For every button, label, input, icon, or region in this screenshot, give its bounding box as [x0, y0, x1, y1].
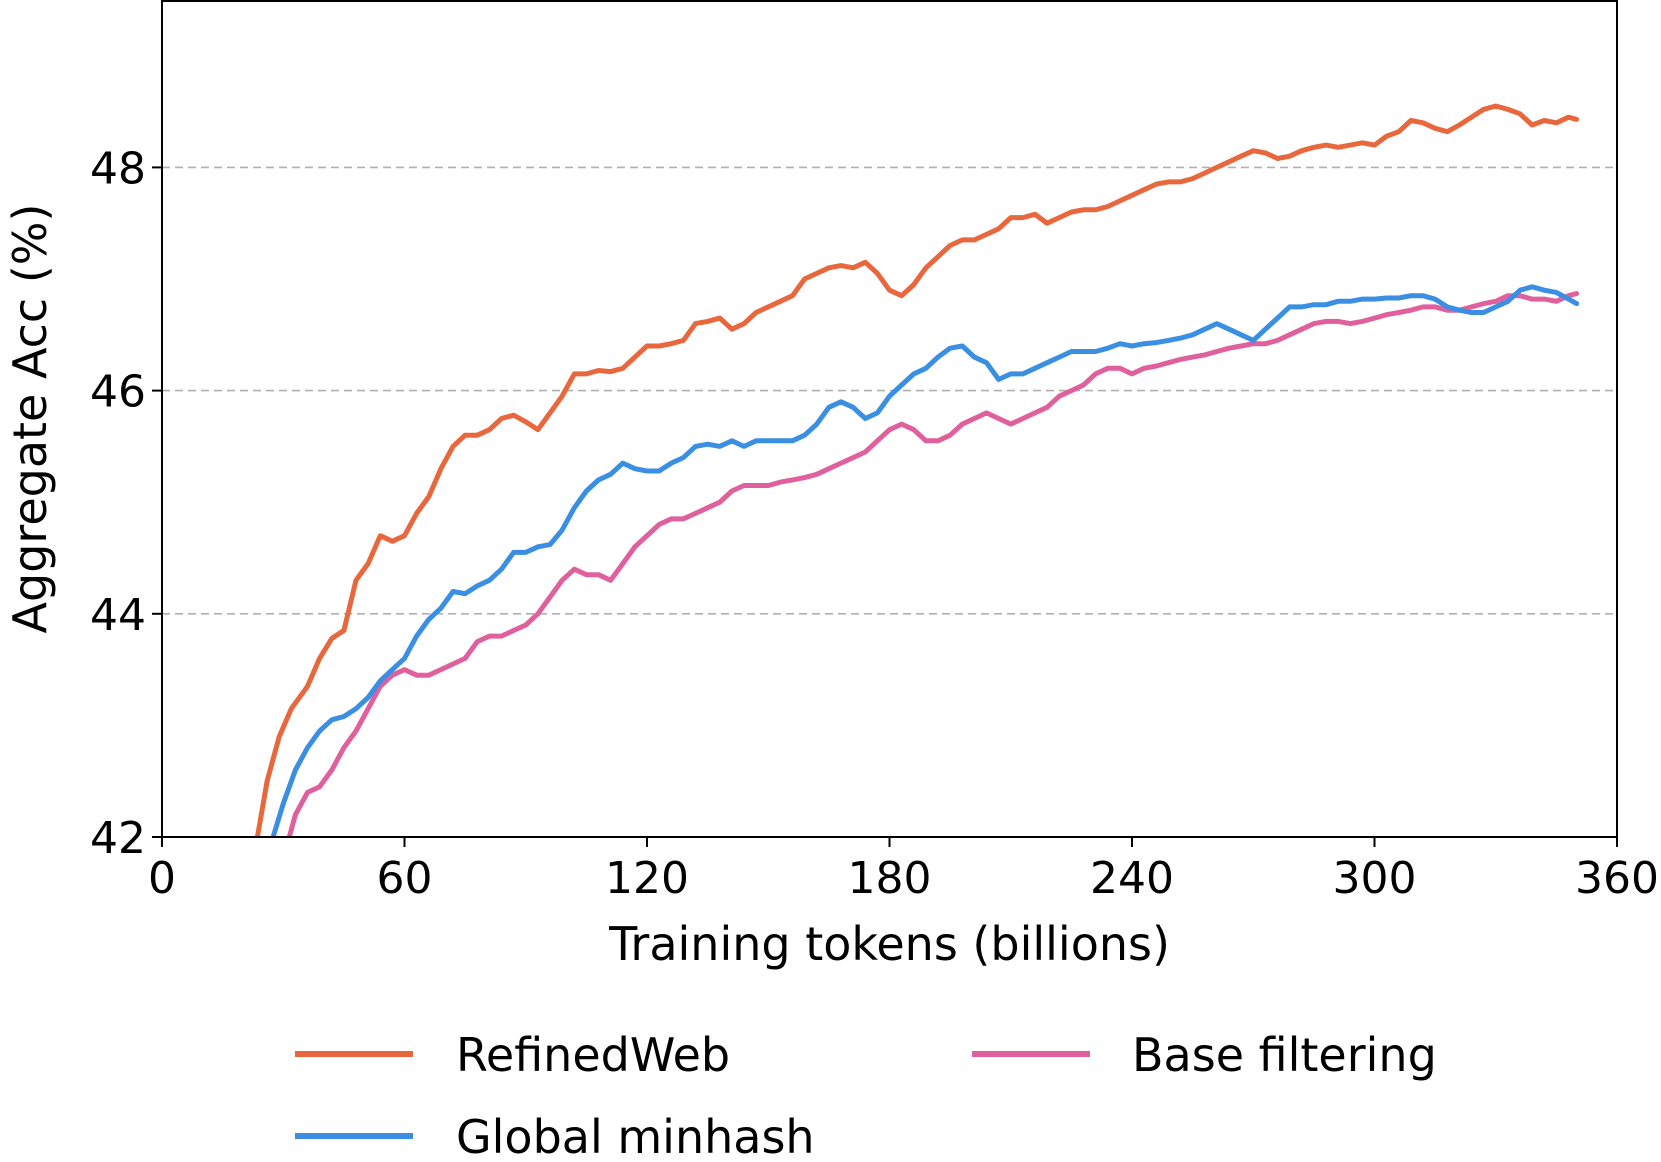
y-axis-label: Aggregate Acc (%): [3, 204, 57, 634]
x-tick-label: 180: [848, 853, 932, 904]
x-axis-label: Training tokens (billions): [608, 917, 1170, 971]
gridlines: [162, 166, 1617, 615]
y-tick-label: 44: [90, 590, 146, 641]
x-tick-label: 300: [1333, 853, 1417, 904]
x-axis-ticks: 0 60 120 180 240 300 360: [148, 837, 1659, 904]
y-tick-label: 48: [90, 143, 146, 194]
legend: RefinedWeb Global minhash Base filtering: [295, 1028, 1437, 1162]
x-tick-label: 60: [377, 853, 433, 904]
y-axis-ticks: 42 44 46 48: [90, 143, 162, 864]
x-tick-label: 240: [1090, 853, 1174, 904]
legend-label-base-filtering: Base filtering: [1132, 1028, 1437, 1082]
y-tick-label: 46: [90, 367, 146, 418]
series-line-global-minhash: [270, 284, 1580, 837]
y-tick-label: 42: [90, 813, 146, 864]
series-lines: [254, 103, 1580, 837]
x-tick-label: 360: [1575, 853, 1659, 904]
legend-label-global-minhash: Global minhash: [456, 1110, 815, 1162]
series-line-base-filtering: [286, 291, 1580, 837]
x-tick-label: 0: [148, 853, 176, 904]
x-tick-label: 120: [605, 853, 689, 904]
plot-frame: [161, 0, 1618, 838]
series-line-refinedweb: [254, 103, 1580, 837]
legend-label-refinedweb: RefinedWeb: [456, 1028, 730, 1082]
